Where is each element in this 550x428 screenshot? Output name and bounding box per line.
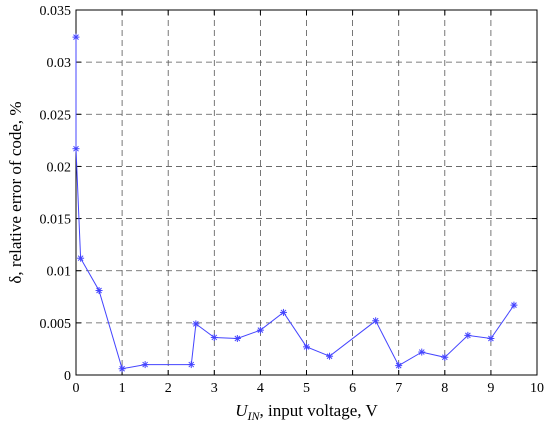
data-point [487, 335, 495, 342]
y-axis-title: δ, relative error of code, % [6, 101, 25, 283]
data-point [441, 353, 449, 361]
data-point [72, 145, 80, 153]
series-line [75, 37, 515, 370]
y-tick-label: 0 [64, 369, 71, 384]
y-tick-label: 0.015 [40, 213, 72, 228]
x-tick-label: 1 [119, 381, 126, 396]
axis-ticks [75, 9, 538, 376]
data-point [77, 254, 85, 262]
x-axis-title-subscript: IN [247, 409, 261, 423]
data-point [464, 331, 472, 339]
data-point [118, 365, 126, 373]
y-tick-label: 0.025 [40, 108, 72, 123]
data-point [95, 287, 103, 295]
x-axis-title: UIN, input voltage, V [235, 401, 378, 423]
x-axis-title-text: , input voltage, V [260, 401, 379, 420]
y-tick-label: 0.03 [47, 56, 72, 71]
data-point [210, 333, 218, 341]
x-tick-label: 9 [487, 381, 494, 396]
grid [76, 10, 537, 375]
data-point [372, 317, 380, 325]
y-tick-label: 0.035 [40, 4, 72, 19]
y-tick-label: 0.01 [47, 265, 72, 280]
x-tick-label: 7 [395, 381, 402, 396]
x-axis-title-symbol: U [235, 401, 249, 420]
x-tick-label: 8 [441, 381, 448, 396]
data-point [279, 308, 287, 316]
x-tick-label: 2 [165, 381, 172, 396]
data-point [303, 343, 310, 351]
x-tick-label: 5 [303, 381, 310, 396]
x-tick-label: 3 [211, 381, 218, 396]
x-tick-label: 10 [530, 381, 544, 396]
data-point [395, 362, 403, 370]
data-point [187, 361, 195, 369]
x-tick-label: 6 [349, 381, 356, 396]
data-point [72, 33, 80, 41]
data-point [510, 301, 518, 309]
y-tick-label: 0.02 [47, 160, 72, 175]
x-tick-label: 4 [257, 381, 264, 396]
data-point [233, 335, 241, 342]
data-point [418, 348, 426, 356]
y-tick-label: 0.005 [40, 317, 72, 332]
data-point [141, 361, 149, 369]
data-point [326, 352, 334, 360]
x-tick-label: 0 [73, 381, 80, 396]
x-tick-labels: 0 1 2 3 4 5 6 7 8 9 10 [73, 381, 545, 396]
data-point [192, 320, 200, 328]
y-tick-labels: 0 0.005 0.01 0.015 0.02 0.025 0.03 0.035 [40, 4, 72, 384]
series-markers [72, 33, 518, 373]
data-point [256, 326, 264, 334]
